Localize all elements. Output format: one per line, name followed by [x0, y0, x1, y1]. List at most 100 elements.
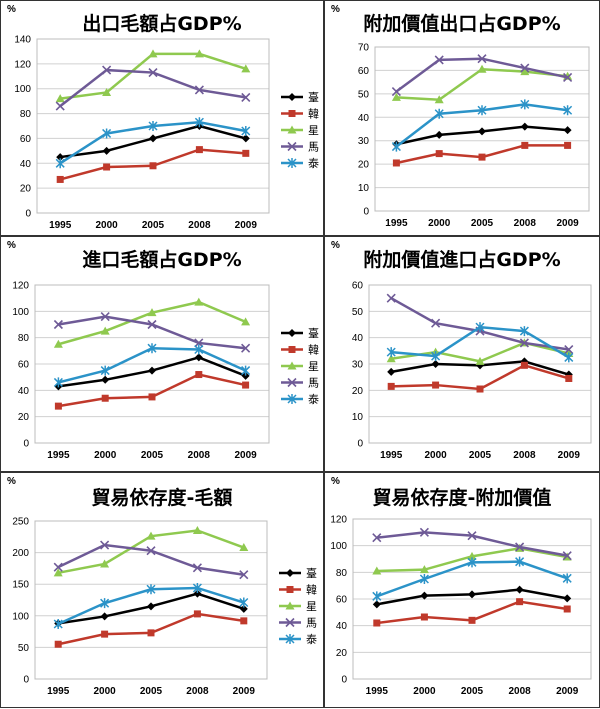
data-point [392, 159, 400, 167]
data-point [520, 122, 529, 131]
data-point [241, 134, 250, 143]
data-point [467, 531, 477, 541]
y-tick-label: 20 [352, 386, 364, 397]
unit-label: % [331, 4, 340, 15]
data-point [287, 125, 297, 134]
chart-panel-trade-value-added: % 貿易依存度-附加價值 0 20 40 60 80 100 120 1995 2000 2005… [324, 472, 600, 708]
y-tick-label: 120 [14, 59, 31, 70]
data-point [241, 365, 251, 376]
x-tick-label: 2005 [141, 450, 164, 461]
data-point [241, 371, 250, 380]
series-line [59, 68, 246, 108]
y-tick-label: 140 [14, 35, 31, 46]
data-point [239, 543, 249, 552]
data-point [431, 318, 441, 328]
data-point [100, 540, 110, 550]
y-tick-label: 60 [352, 281, 364, 292]
y-tick-label: 20 [358, 160, 370, 171]
data-point [101, 630, 109, 638]
data-point [146, 546, 156, 556]
y-tick-label: 30 [352, 360, 364, 371]
legend-label: 臺 [308, 326, 319, 340]
y-tick-label: 100 [12, 307, 29, 318]
data-point [288, 93, 296, 101]
data-point [519, 338, 529, 348]
data-point [373, 619, 381, 627]
unit-label: % [331, 240, 340, 251]
data-point [563, 105, 573, 116]
data-point [287, 158, 297, 168]
data-point [192, 563, 202, 573]
legend-label: 臺 [306, 566, 317, 580]
data-point [53, 568, 63, 577]
y-tick-label: 100 [330, 541, 347, 552]
data-point [387, 382, 395, 390]
data-point [102, 65, 112, 75]
data-point [372, 600, 381, 609]
legend-label: 韓 [308, 344, 319, 357]
data-point [515, 585, 524, 594]
data-point [520, 361, 528, 369]
unit-label: % [331, 476, 340, 487]
y-tick-label: 20 [336, 648, 348, 659]
y-tick-label: 60 [358, 66, 370, 77]
data-point [287, 361, 297, 370]
x-tick-label: 2008 [514, 218, 537, 229]
y-tick-label: 0 [357, 439, 363, 450]
data-point [241, 343, 251, 353]
data-point [372, 533, 382, 543]
data-point [194, 85, 204, 95]
y-tick-label: 10 [358, 183, 370, 194]
data-point [242, 149, 250, 157]
y-tick-label: 20 [18, 412, 30, 423]
data-point [476, 385, 484, 393]
x-tick-label: 1995 [47, 686, 70, 697]
data-point [288, 329, 296, 337]
series-line [57, 543, 244, 576]
data-point [101, 375, 110, 384]
line-chart: 0 10 20 30 40 50 60 70 1995 2000 2005 2008 2009 [358, 43, 590, 229]
data-point [192, 582, 202, 593]
data-point [432, 381, 440, 389]
data-point [520, 99, 530, 110]
data-point [101, 394, 109, 402]
data-point [477, 105, 487, 116]
y-tick-label: 200 [12, 548, 29, 559]
data-point [285, 634, 295, 644]
data-point [100, 326, 110, 335]
data-point [477, 54, 487, 64]
data-point [520, 63, 530, 73]
data-point [434, 95, 444, 104]
legend-label: 星 [308, 124, 319, 137]
data-point [55, 101, 65, 111]
data-point [147, 629, 155, 637]
data-point [194, 353, 203, 362]
y-tick-label: 50 [358, 89, 370, 100]
data-point [54, 640, 62, 648]
line-chart: 0 10 20 30 40 50 60 1995 2000 2005 2008 2009 [352, 281, 592, 461]
data-point [475, 356, 485, 365]
data-point [372, 591, 382, 602]
data-point [478, 127, 486, 136]
x-tick-label: 2005 [461, 686, 484, 697]
chart-panel-export-gross: % 出口毛額占GDP% 0 20 40 60 80 100 120 140 1995 2000 20… [0, 0, 324, 236]
y-tick-label: 100 [12, 611, 29, 622]
y-tick-label: 40 [336, 621, 348, 632]
data-point [239, 597, 249, 608]
data-point [100, 312, 110, 322]
data-point [239, 570, 249, 580]
data-point [100, 559, 110, 568]
x-tick-label: 2005 [469, 450, 492, 461]
unit-label: % [7, 4, 16, 15]
x-tick-label: 1995 [366, 686, 389, 697]
y-tick-label: 150 [12, 580, 29, 591]
unit-label: % [7, 476, 16, 487]
legend-label: 馬 [306, 617, 317, 630]
data-point [288, 110, 296, 117]
data-point [391, 141, 401, 152]
y-tick-label: 60 [336, 595, 348, 606]
data-point [241, 317, 251, 326]
x-tick-label: 2009 [558, 450, 581, 461]
data-point [434, 55, 444, 65]
